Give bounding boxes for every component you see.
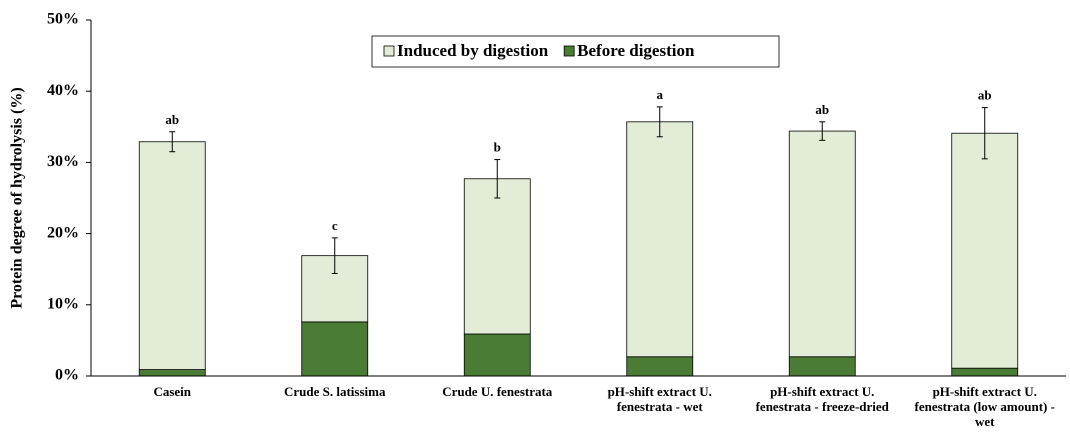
bar-segment bbox=[951, 132, 1019, 369]
bar-segment bbox=[138, 369, 206, 377]
error-bar bbox=[981, 107, 988, 160]
bar-segment bbox=[626, 356, 694, 377]
significance-letter: c bbox=[332, 218, 338, 233]
x-tick-label: Casein bbox=[153, 384, 192, 399]
significance-letter: ab bbox=[978, 88, 992, 103]
x-tick-label: Crude U. fenestrata bbox=[442, 384, 553, 399]
legend-label: Induced by digestion bbox=[397, 41, 549, 60]
significance-letter: b bbox=[494, 140, 501, 155]
bar-segment bbox=[951, 367, 1019, 377]
bar-segment bbox=[138, 141, 206, 370]
bar-segment bbox=[626, 121, 694, 358]
x-tick-label: Crude S. latissima bbox=[284, 384, 386, 399]
y-tick-label: 30% bbox=[47, 153, 79, 170]
legend-swatch bbox=[563, 45, 575, 57]
legend-box bbox=[371, 35, 780, 68]
error-bar bbox=[819, 121, 826, 141]
error-bar bbox=[494, 159, 501, 199]
y-tick-label: 10% bbox=[47, 295, 79, 312]
legend-label: Before digestion bbox=[577, 41, 695, 60]
bar-segment bbox=[463, 333, 531, 377]
y-tick-label: 0% bbox=[55, 367, 79, 384]
error-bar bbox=[656, 106, 663, 138]
error-bar bbox=[331, 237, 338, 274]
bar-segment bbox=[788, 356, 856, 377]
legend-swatch bbox=[383, 45, 395, 57]
x-tick-label: pH-shift extract U. fenestrata - freeze-… bbox=[755, 384, 889, 414]
significance-letter: ab bbox=[815, 102, 829, 117]
y-tick-label: 20% bbox=[47, 224, 79, 241]
x-tick-label: pH-shift extract U. fenestrata (low amou… bbox=[914, 384, 1055, 429]
y-tick-label: 40% bbox=[47, 82, 79, 99]
significance-letter: a bbox=[657, 87, 664, 102]
bar-segment bbox=[301, 321, 369, 377]
bar-segment bbox=[788, 130, 856, 358]
bar-segment bbox=[463, 178, 531, 335]
significance-letter: ab bbox=[165, 112, 179, 127]
y-tick-label: 50% bbox=[47, 11, 79, 28]
x-tick-label: pH-shift extract U. fenestrata - wet bbox=[607, 384, 712, 414]
y-axis-label: Protein degree of hydrolysis (%) bbox=[9, 87, 26, 308]
error-bar bbox=[169, 131, 176, 153]
